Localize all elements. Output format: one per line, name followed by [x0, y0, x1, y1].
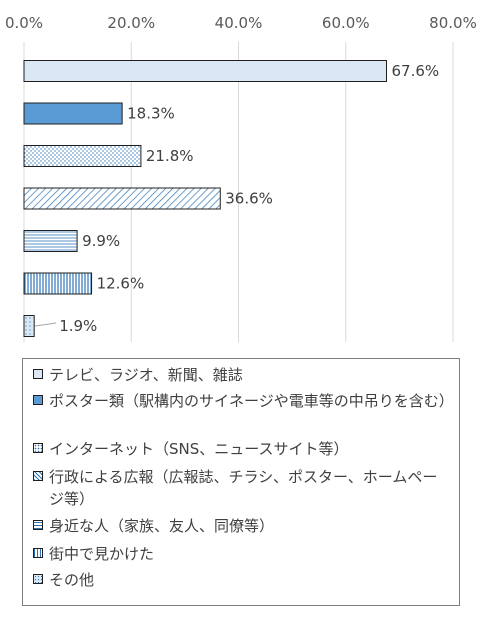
legend-swatch: [33, 574, 43, 584]
legend: テレビ、ラジオ、新聞、雑誌ポスター類（駅構内のサイネージや電車等の中吊りを含む）…: [22, 358, 460, 606]
bar-chart: 0.0% 20.0% 40.0% 60.0% 80.0% 67.6% 18.3% 21.8%…: [5, 14, 477, 342]
legend-item: ポスター類（駅構内のサイネージや電車等の中吊りを含む）: [33, 390, 454, 412]
legend-swatch: [33, 369, 43, 379]
bar: [23, 102, 123, 125]
data-label: 21.8%: [146, 147, 194, 165]
bar: [23, 272, 93, 295]
legend-label: その他: [49, 571, 95, 589]
x-tick-label: 0.0%: [5, 14, 43, 32]
legend-swatch: [33, 548, 43, 558]
legend-item: 街中で見かけた: [33, 543, 449, 565]
data-label: 12.6%: [97, 275, 145, 293]
bar: [23, 315, 35, 337]
bars: [23, 60, 388, 337]
data-label: 67.6%: [392, 62, 440, 80]
x-tick-label: 80.0%: [429, 14, 477, 32]
bar: [23, 60, 388, 82]
legend-item: インターネット（SNS、ニュースサイト等）: [33, 438, 449, 460]
data-label: 18.3%: [127, 105, 175, 123]
legend-swatch: [33, 395, 43, 405]
leader-line: [35, 322, 57, 327]
bar: [23, 145, 142, 167]
legend-swatch: [33, 443, 43, 453]
legend-label: 身近な人（家族、友人、同僚等）: [49, 517, 275, 535]
bar: [23, 187, 221, 210]
legend-label: 行政による広報（広報誌、チラシ、ポスター、ホームページ等）: [49, 468, 438, 508]
x-tick-label: 60.0%: [322, 14, 370, 32]
data-label: 1.9%: [59, 317, 97, 335]
legend-item: 身近な人（家族、友人、同僚等）: [33, 515, 449, 537]
data-label: 36.6%: [225, 190, 273, 208]
legend-label: 街中で見かけた: [49, 545, 155, 563]
data-labels: 67.6% 18.3% 21.8% 36.6% 9.9% 12.6% 1.9%: [35, 62, 439, 335]
x-tick-label: 40.0%: [215, 14, 263, 32]
legend-swatch: [33, 471, 43, 481]
legend-item: その他: [33, 569, 449, 591]
x-tick-label: 20.0%: [107, 14, 155, 32]
data-label: 9.9%: [82, 232, 120, 250]
legend-label: インターネット（SNS、ニュースサイト等）: [49, 440, 349, 458]
legend-item: 行政による広報（広報誌、チラシ、ポスター、ホームページ等）: [33, 466, 449, 510]
legend-item: テレビ、ラジオ、新聞、雑誌: [33, 364, 449, 386]
legend-swatch: [33, 520, 43, 530]
legend-label: ポスター類（駅構内のサイネージや電車等の中吊りを含む）: [49, 392, 454, 410]
x-axis-ticks: 0.0% 20.0% 40.0% 60.0% 80.0%: [5, 14, 477, 32]
legend-label: テレビ、ラジオ、新聞、雑誌: [49, 366, 243, 384]
bar: [23, 230, 78, 252]
